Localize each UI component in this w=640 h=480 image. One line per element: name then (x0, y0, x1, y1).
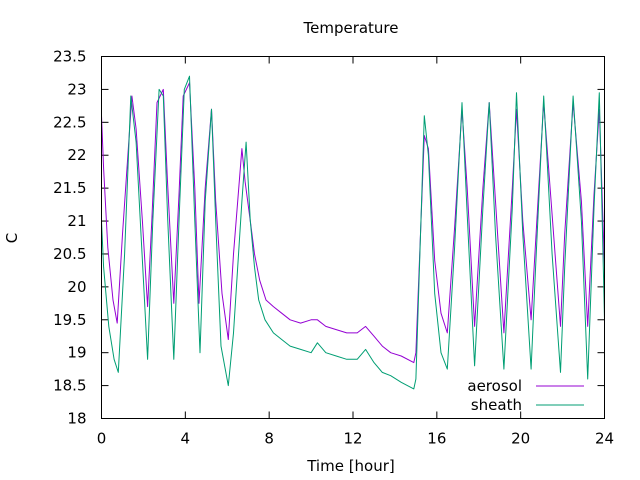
x-tick-label: 8 (264, 430, 274, 448)
series-line-aerosol (101, 82, 605, 364)
y-tick-label: 18 (67, 410, 86, 428)
y-tick-label: 18.5 (53, 377, 86, 395)
x-tick-label: 20 (511, 430, 530, 448)
y-tick-label: 23 (67, 80, 86, 98)
x-axis-label: Time [hour] (306, 457, 395, 475)
x-tick-label: 0 (97, 430, 107, 448)
plot-frame (101, 56, 605, 419)
chart-title: Temperature (302, 19, 398, 37)
legend-label-aerosol: aerosol (467, 377, 522, 395)
y-tick-label: 22 (67, 146, 86, 164)
y-tick-label: 20 (67, 278, 86, 296)
y-tick-label: 20.5 (53, 245, 86, 263)
y-tick-label: 21 (67, 212, 86, 230)
x-tick-label: 24 (595, 430, 614, 448)
y-tick-label: 19.5 (53, 311, 86, 329)
y-tick-label: 21.5 (53, 179, 86, 197)
x-tick-label: 12 (343, 430, 362, 448)
series-line-sheath (101, 75, 605, 390)
y-axis-label: C (3, 233, 21, 243)
y-tick-label: 19 (67, 344, 86, 362)
legend-label-sheath: sheath (471, 396, 522, 414)
y-tick-label: 22.5 (53, 113, 86, 131)
axis-tick-labels: 0 4 8 12 16 20 24 18 18.5 19 19.5 20 20.5 21 21.5 22 22.… (53, 48, 614, 448)
x-tick-label: 16 (427, 430, 446, 448)
series-lines (101, 75, 605, 390)
x-tick-label: 4 (181, 430, 191, 448)
y-tick-label: 23.5 (53, 48, 86, 66)
